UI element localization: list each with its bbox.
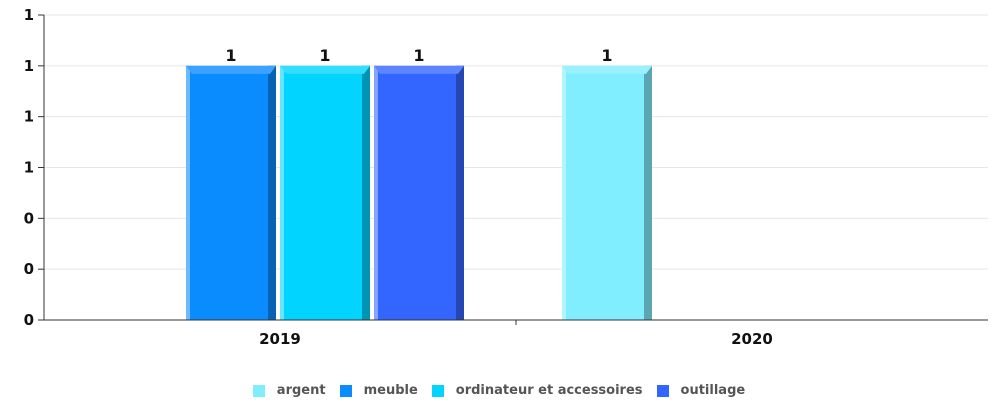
axes — [38, 14, 988, 325]
legend-item-outillage[interactable]: outillage — [656, 383, 746, 398]
y-tick-label: 1 — [24, 6, 34, 24]
legend-label: argent — [276, 383, 326, 398]
bar-body — [186, 65, 276, 320]
bar-bevel — [186, 65, 276, 74]
x-tick-label: 2019 — [259, 330, 301, 348]
grid-lines — [44, 14, 988, 270]
bar-ordinateur-et-accessoires-2019[interactable] — [280, 65, 370, 320]
y-tick-label: 1 — [24, 108, 34, 126]
bar-highlight — [562, 65, 566, 320]
bar-chart: 0 0 0 1 1 1 1 2019 2020 1 1 1 1 — [24, 6, 988, 348]
legend-item-argent[interactable]: argent — [252, 383, 326, 398]
bar-bevel — [280, 65, 370, 74]
legend-label: meuble — [363, 383, 418, 398]
y-tick-labels: 0 0 0 1 1 1 1 — [24, 6, 34, 329]
data-label: 1 — [413, 46, 424, 65]
legend-label: outillage — [680, 383, 746, 398]
legend-swatch — [431, 384, 444, 397]
bar-shade — [644, 65, 652, 320]
legend-swatch — [656, 384, 669, 397]
x-tick-labels: 2019 2020 — [259, 330, 773, 348]
bar-shade — [456, 65, 464, 320]
legend-label: ordinateur et accessoires — [455, 383, 643, 398]
y-tick-label: 1 — [24, 57, 34, 75]
x-tick-label: 2020 — [731, 330, 773, 348]
bar-highlight — [374, 65, 378, 320]
bar-bevel — [562, 65, 652, 74]
bar-body — [374, 65, 464, 320]
data-label: 1 — [319, 46, 330, 65]
bar-highlight — [186, 65, 190, 320]
bar-body — [562, 65, 652, 320]
legend-swatch — [339, 384, 352, 397]
bar-shade — [268, 65, 276, 320]
data-label: 1 — [225, 46, 236, 65]
y-tick-label: 0 — [24, 209, 34, 227]
bar-bevel — [374, 65, 464, 74]
y-tick-label: 1 — [24, 159, 34, 177]
y-tick-label: 0 — [24, 311, 34, 329]
data-label: 1 — [601, 46, 612, 65]
bar-argent-2020[interactable] — [562, 65, 652, 320]
bar-highlight — [280, 65, 284, 320]
legend-item-ordinateur-et-accessoires[interactable]: ordinateur et accessoires — [431, 383, 643, 398]
legend-swatch — [252, 384, 265, 397]
y-tick-label: 0 — [24, 260, 34, 278]
legend: argent meuble ordinateur et accessoires out… — [0, 383, 998, 398]
legend-item-meuble[interactable]: meuble — [339, 383, 418, 398]
bar-shade — [362, 65, 370, 320]
data-labels: 1 1 1 1 — [225, 46, 612, 65]
bar-body — [280, 65, 370, 320]
bars-layer — [186, 65, 652, 320]
bar-outillage-2019[interactable] — [374, 65, 464, 320]
bar-meuble-2019[interactable] — [186, 65, 276, 320]
